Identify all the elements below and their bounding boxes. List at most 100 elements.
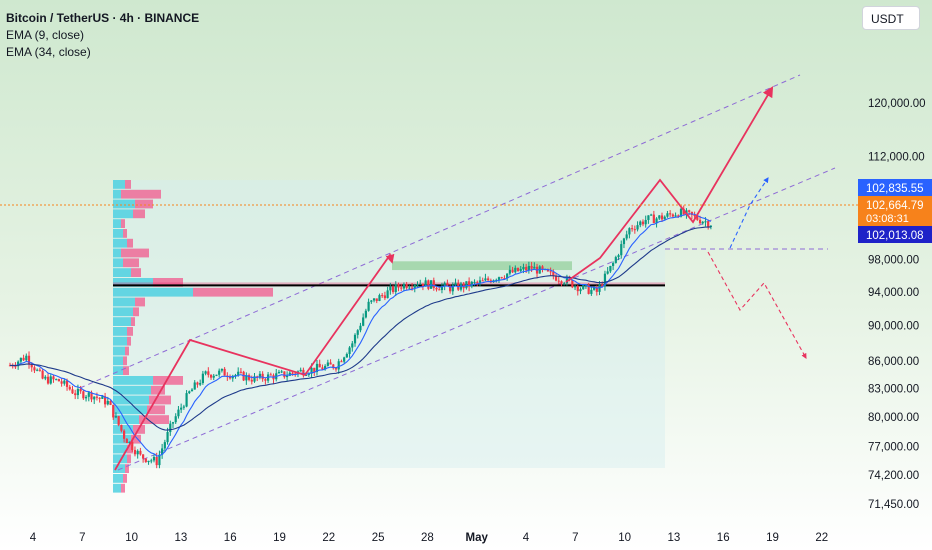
- candle-body: [573, 286, 577, 288]
- candle-body: [207, 371, 210, 375]
- candle-body: [677, 215, 680, 217]
- candle-body: [117, 416, 120, 425]
- ema9-line: [9, 213, 712, 457]
- candle-body: [329, 362, 332, 365]
- candle-body: [93, 396, 96, 400]
- candle-body: [362, 317, 365, 326]
- x-tick-label: 10: [618, 532, 631, 544]
- candle-body: [223, 368, 226, 376]
- time-axis: 4 7 10 13 16 19 22 25 28 May 4 7 10 13 16 19 22: [30, 532, 828, 544]
- y-tick-label: 98,000.00: [868, 255, 919, 267]
- candle-body: [204, 371, 207, 374]
- x-tick-label: 4: [523, 532, 530, 544]
- candle-body: [277, 371, 281, 374]
- candle-body: [286, 375, 289, 378]
- candle-body: [674, 215, 677, 217]
- candle-body: [114, 416, 118, 418]
- volume-bar-sell: [123, 258, 139, 268]
- candle-body: [95, 396, 99, 398]
- volume-bar-buy: [113, 425, 133, 434]
- candle-body: [419, 283, 422, 285]
- currency-button[interactable]: USDT: [862, 6, 920, 30]
- candle-body: [343, 357, 346, 362]
- candle-body: [185, 393, 188, 407]
- candle-body: [152, 456, 156, 461]
- candle-body: [552, 271, 555, 277]
- candle-body: [405, 284, 408, 289]
- candle-body: [579, 289, 582, 292]
- channel-lower: [117, 167, 836, 471]
- range-box: [113, 180, 665, 468]
- x-tick-label: 7: [79, 532, 85, 544]
- symbol-title[interactable]: Bitcoin / TetherUS · 4h · BINANCE: [6, 11, 200, 25]
- candle-body: [617, 255, 620, 258]
- candle-body: [150, 460, 153, 462]
- candle-body: [302, 369, 305, 376]
- candle-body: [193, 382, 196, 390]
- y-tick-label: 80,000.00: [868, 412, 919, 424]
- candle-body: [68, 386, 71, 390]
- candle-body: [413, 285, 416, 288]
- candle-body: [103, 396, 107, 405]
- candle-body: [476, 281, 479, 283]
- candle-body: [41, 370, 44, 379]
- candle-body: [71, 389, 74, 394]
- candle-body: [601, 284, 604, 287]
- volume-bar-sell: [127, 336, 131, 346]
- candle-body: [133, 449, 137, 455]
- candle-body: [33, 367, 36, 371]
- candle-body: [679, 208, 683, 217]
- candle-body: [631, 228, 634, 230]
- candle-body: [647, 215, 650, 220]
- ema34-legend[interactable]: EMA (34, close): [6, 45, 91, 59]
- volume-bar-sell: [123, 474, 127, 483]
- volume-bar-sell: [121, 248, 149, 258]
- candle-body: [367, 301, 370, 311]
- candle-body: [337, 361, 340, 370]
- x-tick-label: 7: [572, 532, 578, 544]
- candle-body: [655, 218, 658, 224]
- candle-body: [334, 368, 338, 370]
- candle-body: [421, 283, 425, 287]
- candle-body: [650, 214, 653, 216]
- candle-body: [671, 214, 674, 217]
- price-tag-upper-text: 102,835.55: [866, 183, 924, 195]
- candle-body: [171, 422, 175, 424]
- candle-body: [46, 376, 50, 384]
- x-tick-label: 10: [125, 532, 138, 544]
- candle-body: [234, 374, 237, 376]
- candle-body: [258, 373, 262, 378]
- volume-bar-sell: [131, 317, 135, 326]
- candle-body: [201, 373, 204, 384]
- candle-body: [14, 366, 17, 368]
- candle-body: [592, 287, 596, 290]
- candle-body: [348, 347, 351, 354]
- candle-body: [359, 325, 362, 331]
- candle-body: [669, 213, 672, 215]
- candle-body: [603, 273, 607, 287]
- candle-body: [644, 219, 647, 225]
- candle-body: [503, 278, 506, 280]
- candle-body: [598, 284, 601, 292]
- candle-body: [416, 284, 419, 286]
- candle-body: [84, 396, 88, 399]
- candle-body: [98, 397, 101, 399]
- candle-body: [470, 281, 473, 287]
- ema9-legend[interactable]: EMA (9, close): [6, 28, 85, 42]
- candle-body: [280, 371, 283, 373]
- candle-body: [443, 282, 446, 287]
- volume-bar-buy: [113, 405, 147, 415]
- candle-body: [557, 280, 560, 282]
- candle-body: [351, 343, 354, 348]
- price-tag-lower-text: 102,013.08: [866, 230, 924, 242]
- volume-bar-buy: [113, 474, 123, 483]
- wave-path-1: [114, 252, 395, 471]
- candle-body: [516, 267, 520, 272]
- candle-body: [79, 388, 82, 392]
- x-tick-label: 28: [421, 532, 434, 544]
- candle-body: [473, 281, 476, 283]
- x-tick-label: 16: [224, 532, 237, 544]
- candle-body: [269, 374, 272, 376]
- candle-body: [440, 286, 444, 291]
